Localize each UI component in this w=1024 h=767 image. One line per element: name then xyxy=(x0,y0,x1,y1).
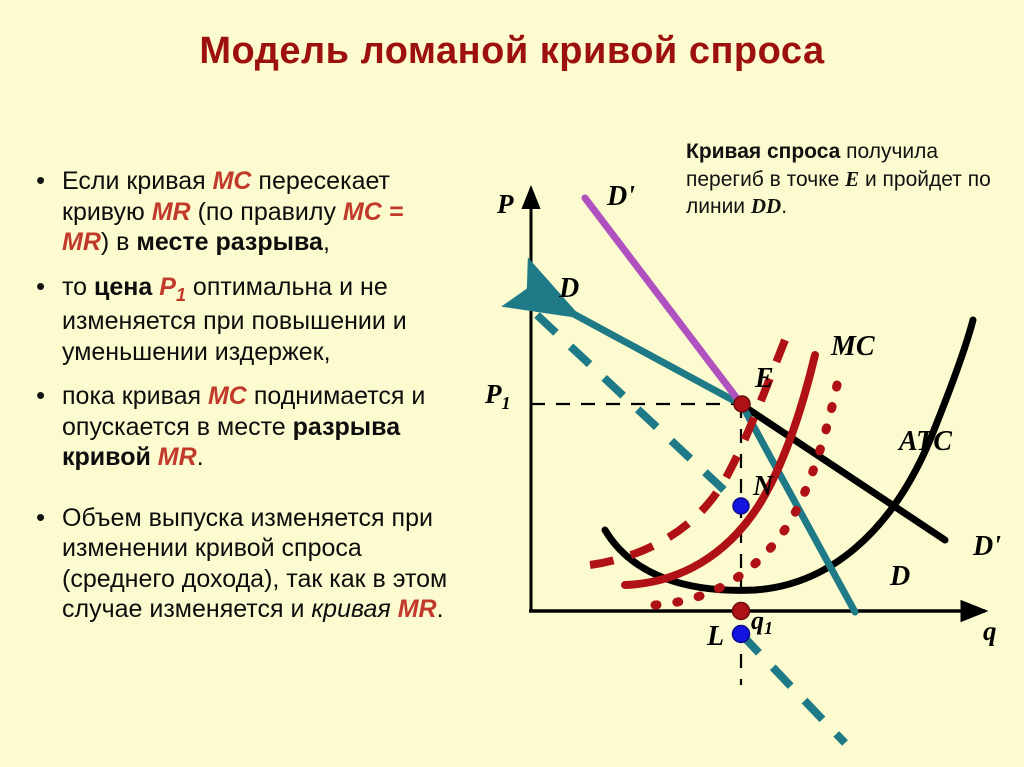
label-n: N xyxy=(752,471,775,502)
label-p1: P1 xyxy=(484,379,511,413)
page-title: Модель ломаной кривой спроса xyxy=(199,30,825,72)
bullet-text-4: Объем выпуска изменяется при изменении к… xyxy=(62,503,448,624)
bullet-list: • Если кривая MC пересекает кривую MR (п… xyxy=(36,166,456,639)
label-atc: ATC xyxy=(897,426,952,457)
d-upper-segment xyxy=(501,257,746,409)
list-item: • то цена P1 оптимальна и не изменяется … xyxy=(36,270,456,368)
label-d-upper: D xyxy=(558,273,579,304)
label-d-lower: D xyxy=(889,561,910,592)
point-q1 xyxy=(731,601,751,621)
label-p-axis: P xyxy=(496,189,514,219)
point-l xyxy=(731,624,751,644)
mc-curve-shift-left xyxy=(589,338,789,569)
bullet-text-3: пока кривая MC поднимается и опускается … xyxy=(62,382,426,472)
mr-upper-branch xyxy=(534,312,744,509)
list-item: • Если кривая MC пересекает кривую MR (п… xyxy=(36,166,456,258)
mc-curve xyxy=(621,351,819,589)
point-n xyxy=(732,497,750,515)
point-e xyxy=(733,395,751,413)
d-prime-lower-segment xyxy=(738,401,949,544)
label-e: E xyxy=(754,363,774,394)
bullet-dot-icon: • xyxy=(36,380,46,411)
list-item: • Объем выпуска изменяется при изменении… xyxy=(36,503,456,625)
label-d-prime-lower: D' xyxy=(972,531,1001,562)
bullet-dot-icon: • xyxy=(36,270,46,301)
d-prime-upper-segment xyxy=(581,194,746,409)
note-callout: Кривая спроса получила перегиб в точке E… xyxy=(686,140,991,219)
kinked-demand-chart: P q P1 D' D MC ATC D' D E N L q1 xyxy=(484,181,1001,746)
bullet-dot-icon: • xyxy=(36,165,46,195)
label-d-prime-upper: D' xyxy=(606,181,635,212)
label-l: L xyxy=(706,621,724,652)
label-mc: MC xyxy=(830,331,875,362)
label-q-axis: q xyxy=(983,616,997,646)
mr-lower-branch xyxy=(738,631,848,746)
mc-curve-shift-right xyxy=(650,366,845,610)
bullet-dot-icon: • xyxy=(36,501,46,532)
bullet-text-2: то цена P1 оптимальна и не изменяется пр… xyxy=(62,272,407,366)
bullet-text-1: Если кривая MC пересекает кривую MR (по … xyxy=(62,167,404,256)
list-item: • пока кривая MC поднимается и опускаетс… xyxy=(36,381,456,473)
